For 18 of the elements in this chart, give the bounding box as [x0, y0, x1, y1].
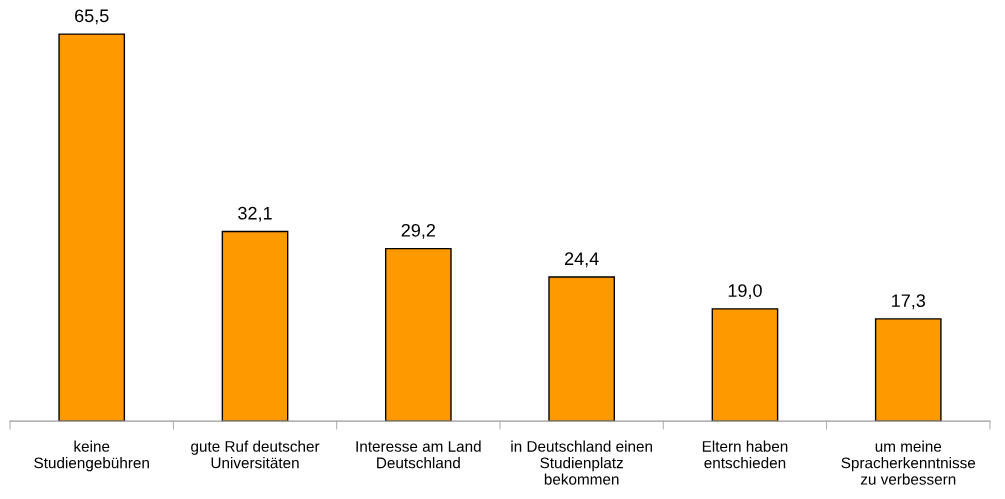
x-tick-label: in Deutschland einen Studienplatz bekommen — [511, 440, 652, 485]
x-tick-label: keine Studiengebühren — [34, 440, 149, 472]
x-tick-label: Eltern haben entschieden — [702, 440, 788, 469]
data-label: 17,3 — [892, 294, 926, 310]
x-tick-label: gute Ruf deutscher Universitäten — [191, 440, 320, 469]
bar — [384, 247, 452, 422]
x-tick-label: Interesse am Land Deutschland — [356, 440, 481, 469]
bar — [874, 318, 942, 422]
data-label: 65,5 — [75, 9, 109, 25]
x-tick-label: um meine Spracherkenntnisse zu verbessern — [841, 440, 976, 485]
data-label: 19,0 — [728, 284, 762, 300]
bar — [548, 276, 616, 422]
bar — [711, 308, 779, 422]
bar — [58, 33, 126, 422]
data-label: 29,2 — [401, 223, 435, 239]
data-label: 24,4 — [564, 252, 599, 268]
bar — [221, 230, 289, 422]
data-label: 32,1 — [238, 206, 272, 222]
